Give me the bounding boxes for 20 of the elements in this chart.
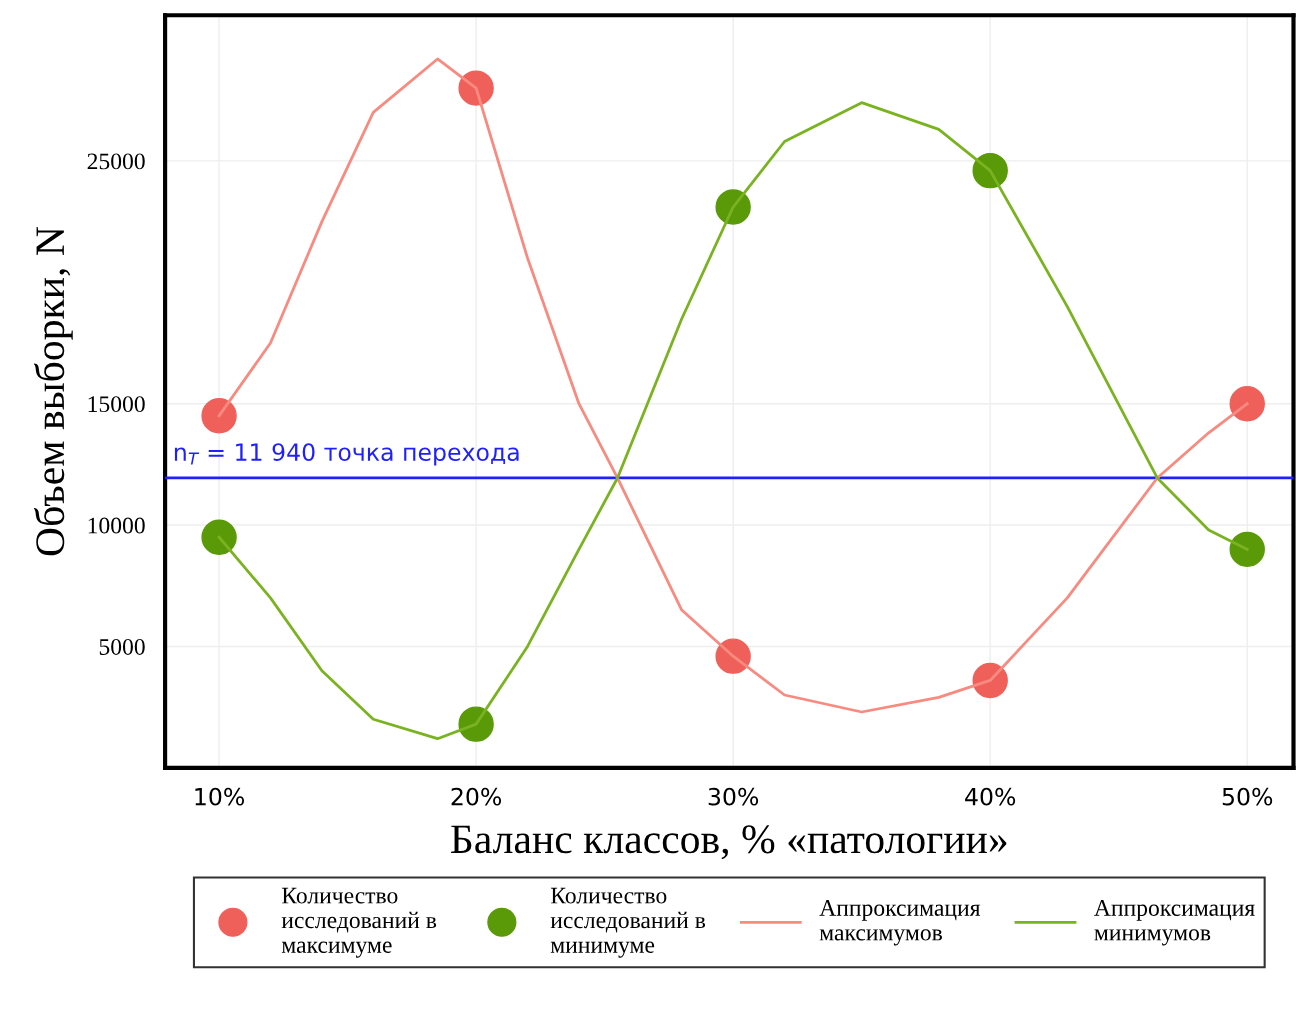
legend-label: Количество исследований в минимуме	[550, 887, 706, 958]
legend-label: Аппроксимация максимумов	[819, 900, 981, 946]
x-tick-label: 40%	[965, 787, 1016, 806]
x-tick-label: 10%	[195, 787, 245, 806]
point	[201, 398, 237, 434]
y-tick-label: 5000	[99, 638, 145, 655]
y-tick-label: 25000	[87, 153, 145, 170]
point	[1229, 385, 1265, 422]
point	[201, 519, 237, 555]
point	[1229, 531, 1265, 568]
legend-label: Количество исследований в максимуме	[281, 887, 437, 958]
y-tick-label: 10000	[88, 517, 145, 534]
y-axis-title: Объем выборки, N	[34, 226, 73, 556]
x-tick-label: 20%	[451, 787, 502, 806]
y-tick-label: 15000	[88, 396, 145, 413]
legend-label: Аппроксимация минимумов	[1094, 900, 1255, 946]
x-axis-title: Баланс классов, % «патологии»	[451, 825, 1007, 860]
x-tick-label: 50%	[1222, 787, 1273, 806]
ref-line-label: n$_{T}$ = 11 940 точка перехода	[174, 443, 519, 466]
x-tick-label: 30%	[708, 787, 759, 806]
